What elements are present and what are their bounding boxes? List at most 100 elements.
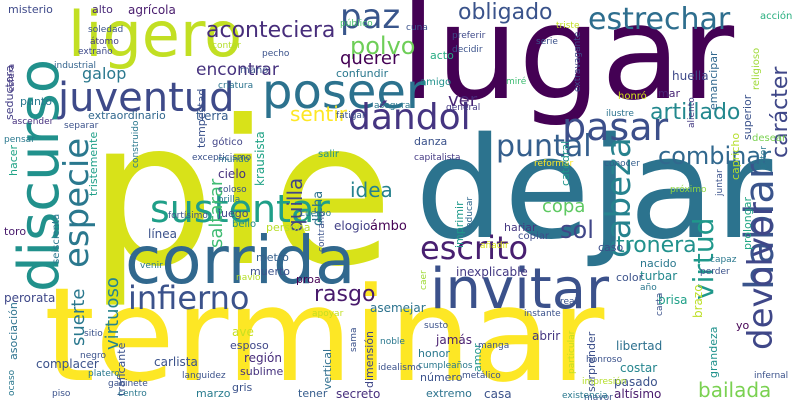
word: poseer (262, 64, 426, 120)
word: agrícola (128, 3, 176, 17)
word: excepticismo (192, 153, 252, 163)
word: línea (148, 227, 178, 241)
word: corrida (125, 222, 356, 299)
word: preferir (452, 31, 486, 41)
word: idea (350, 178, 393, 202)
word: número (420, 371, 463, 384)
word: imprimir (453, 201, 466, 248)
word: contrario (317, 211, 327, 252)
word: persona (266, 221, 311, 234)
word: ocaso (7, 369, 17, 396)
word: capricho (729, 132, 742, 180)
word: año (640, 283, 657, 293)
word: brazo (691, 284, 705, 318)
word: juntar (715, 169, 725, 196)
word: marzo (196, 387, 231, 400)
word: venir (140, 261, 163, 271)
word: prolongar (741, 197, 754, 250)
word: secreto (336, 387, 381, 400)
word: salir (318, 149, 340, 160)
word: fatigar (336, 111, 366, 121)
word: asociación (7, 302, 20, 360)
word: virtuoso (102, 277, 123, 350)
word: separar (64, 121, 99, 131)
word: ave (232, 325, 254, 339)
word: extremo (426, 387, 472, 400)
word: gótico (212, 137, 243, 148)
word: infernal (754, 371, 789, 381)
word: complacer (36, 357, 99, 371)
word: conocer (604, 159, 640, 169)
word: amigo (420, 77, 452, 88)
word: dándol (348, 97, 471, 138)
word: elogio (334, 219, 371, 233)
word: toro (4, 225, 27, 238)
word: color (616, 271, 644, 284)
word: manga (478, 341, 510, 351)
word: sol (560, 216, 594, 244)
word: languidez (182, 371, 226, 381)
word: extravagante (573, 31, 583, 92)
word: pasado (614, 375, 658, 389)
word: aliento (687, 97, 697, 128)
word: jamás (436, 333, 472, 347)
word: tempestad (195, 88, 208, 148)
word: próximo (670, 185, 707, 195)
word: acto (430, 49, 454, 62)
word: mundo (218, 155, 250, 165)
word: altísimo (614, 387, 662, 400)
word: cumpleaños (418, 361, 473, 371)
word: orilla (218, 195, 241, 205)
word: proa (296, 273, 321, 286)
word: ver (448, 90, 478, 111)
word: real (560, 297, 578, 307)
word: átomo (90, 37, 119, 47)
word: criatura (218, 81, 254, 91)
word: bailada (698, 378, 772, 400)
word: asemejar (370, 301, 426, 315)
word: reformar (534, 159, 574, 169)
word: metro (256, 251, 289, 264)
word: caso (598, 241, 624, 254)
word: público (340, 19, 373, 29)
word: confundir (336, 67, 389, 80)
word: mar (658, 87, 680, 100)
word: inexplicable (456, 265, 528, 279)
word: soledad (88, 25, 124, 35)
word: krausista (253, 131, 267, 186)
word: lugar (400, 0, 735, 129)
word: carácter (768, 66, 793, 158)
word: escrito (420, 229, 529, 267)
word: tener (298, 387, 328, 400)
word: punto (20, 95, 52, 108)
word: encontrar (196, 60, 279, 80)
word: hariar (504, 221, 537, 234)
word: pie (88, 78, 394, 311)
word: emancipar (707, 51, 720, 110)
word: religioso (751, 47, 762, 90)
word: platero (88, 369, 120, 379)
word: artillado (650, 100, 741, 125)
word: catedral (559, 140, 572, 186)
word: ámbo (370, 219, 407, 234)
word: combinar (658, 142, 771, 170)
word: brisa (658, 293, 688, 307)
word: triste (556, 21, 580, 31)
word: bello (232, 219, 257, 230)
word: terminar (44, 259, 605, 400)
word: mayor (584, 393, 613, 400)
word: costar (620, 361, 658, 375)
word: impresión (582, 377, 627, 387)
word: ilustre (606, 109, 634, 119)
word: sustentar (150, 187, 330, 231)
word: gris (232, 381, 253, 394)
word: juventud (58, 75, 235, 121)
word: acción (760, 11, 793, 22)
word: cielo (218, 167, 246, 181)
word: yo (736, 319, 750, 332)
word: vertical (321, 348, 334, 390)
word: asegurar (374, 101, 415, 111)
word: región (244, 351, 282, 365)
word: honró (618, 91, 647, 102)
